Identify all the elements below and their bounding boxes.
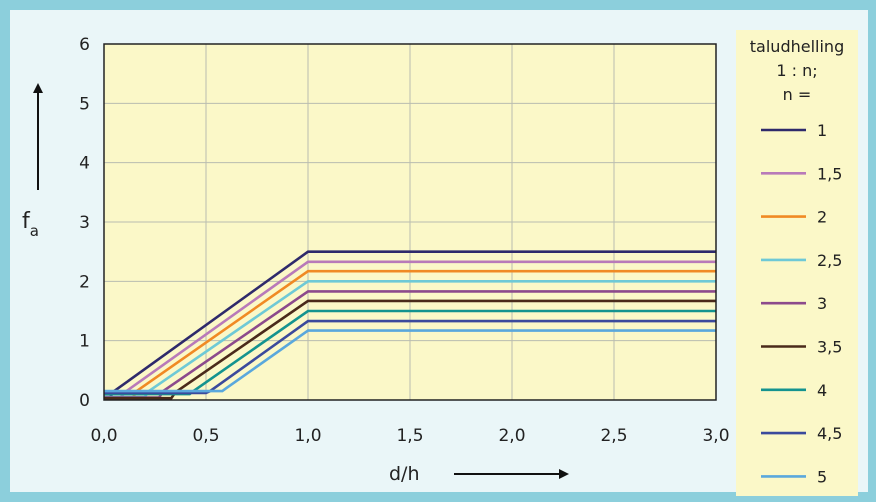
y-tick-labels: 0 1 2 3 4 5 6 — [79, 35, 90, 411]
legend-box — [736, 30, 858, 496]
x-tick-label: 3,0 — [702, 426, 729, 446]
x-tick-label: 1,5 — [396, 426, 423, 446]
legend-label: 1,5 — [817, 164, 842, 183]
x-tick-label: 1,0 — [294, 426, 321, 446]
y-tick-label: 4 — [79, 154, 90, 174]
y-tick-label: 6 — [79, 35, 90, 55]
legend-label: 4,5 — [817, 424, 842, 443]
y-axis-label: fa — [22, 209, 39, 240]
series-lines — [104, 250, 716, 400]
legend-title-line-3: n = — [783, 85, 812, 104]
legend-entries: 1 1,5 2 2,5 3 3,5 4 4,5 5 — [761, 121, 842, 486]
x-tick-label: 0,0 — [90, 426, 117, 446]
x-tick-label: 0,5 — [192, 426, 219, 446]
legend-label: 2 — [817, 208, 827, 227]
y-tick-label: 0 — [79, 391, 90, 411]
y-tick-label: 1 — [79, 332, 90, 352]
x-axis-label: d/h — [389, 463, 420, 485]
x-tick-label: 2,5 — [600, 426, 627, 446]
legend-label: 4 — [817, 381, 827, 400]
legend-title-line-1: taludhelling — [750, 37, 844, 56]
legend-label: 3 — [817, 294, 827, 313]
plot-border — [103, 43, 717, 401]
legend-label: 1 — [817, 121, 827, 140]
x-tick-label: 2,0 — [498, 426, 525, 446]
x-tick-labels: 0,0 0,5 1,0 1,5 2,0 2,5 3,0 — [90, 426, 729, 446]
legend-label: 3,5 — [817, 338, 842, 357]
legend-label: 5 — [817, 467, 827, 486]
y-tick-label: 2 — [79, 272, 90, 292]
legend-title-line-2: 1 : n; — [776, 61, 817, 80]
y-tick-label: 5 — [79, 94, 90, 114]
y-tick-label: 3 — [79, 213, 90, 233]
series-line-n-5 — [104, 329, 716, 393]
legend-label: 2,5 — [817, 251, 842, 270]
